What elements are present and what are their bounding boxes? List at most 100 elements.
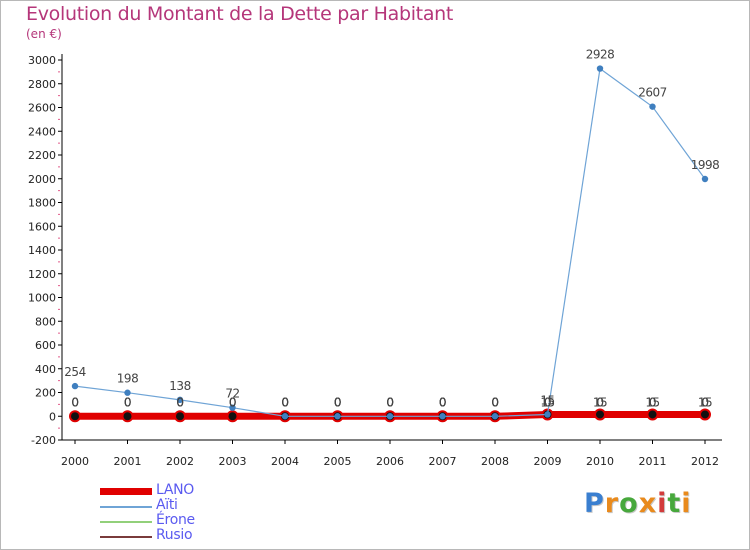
x-tick-label-6: 2006 (376, 455, 404, 468)
legend-label-erone: Érone (156, 512, 195, 528)
x-tick-label-12: 2012 (691, 455, 719, 468)
series-2-label-10: 0 (596, 395, 603, 409)
series-1-label-9: 15 (540, 393, 554, 407)
series-0-point-12 (699, 408, 711, 421)
logo-letter: r (604, 488, 620, 519)
logo-letter: x (638, 488, 658, 519)
series-1-point-0 (71, 382, 79, 390)
series-1-label-8: 0 (491, 395, 498, 409)
series-line-1 (74, 67, 706, 417)
series-1-label-3: 72 (225, 387, 239, 401)
y-tick-label-2: 200 (35, 387, 56, 400)
series-1-label-7: 0 (439, 395, 446, 409)
series-0-label-1: 0 (124, 395, 131, 409)
series-1-label-0: 254 (64, 365, 85, 379)
series-1-label-1: 198 (117, 372, 138, 386)
series-1-point-1 (124, 389, 131, 396)
y-tick-label-0: -200 (31, 434, 56, 447)
legend-label-rusio: Rusio (156, 527, 193, 543)
series-0-label-6: 0 (386, 395, 393, 409)
series-2-label-5: 0 (334, 395, 341, 409)
legend-item-erone: Érone (100, 512, 250, 529)
series-1-point-6 (386, 413, 394, 420)
series-2-label-4: 0 (281, 395, 288, 409)
series-1-label-12: 1998 (691, 158, 720, 172)
series-1-point-11 (649, 103, 656, 110)
series-1-point-3 (229, 404, 236, 411)
series-3-label-9: 0 (544, 395, 551, 409)
chart-title: Evolution du Montant de la Dette par Hab… (26, 3, 454, 25)
x-tick-label-5: 2005 (324, 455, 352, 468)
series-3-label-1: 0 (124, 395, 131, 409)
series-0-point-3 (226, 410, 239, 423)
series-1-point-10 (596, 65, 604, 72)
y-tick-label-5: 800 (35, 315, 56, 328)
y-tick-label-4: 600 (35, 339, 56, 352)
series-3-label-3: 0 (229, 395, 236, 409)
series-3-label-12: 0 (701, 395, 708, 409)
series-2-label-3: 0 (229, 395, 236, 409)
x-tick-label-2: 2002 (166, 455, 194, 468)
legend-item-aiti: Aïti (100, 497, 250, 514)
legend-label-lano: LANO (156, 482, 194, 498)
series-3-label-5: 0 (334, 395, 341, 409)
logo-letter: i (657, 488, 668, 519)
legend-swatch-erone (100, 521, 152, 523)
x-tick-label-9: 2009 (534, 455, 562, 468)
series-0-label-9: 15 (540, 395, 554, 409)
series-0-label-10: 15 (593, 395, 607, 409)
series-2-label-9: 0 (544, 395, 551, 409)
series-1-point-5 (334, 413, 341, 420)
series-1-point-9 (544, 411, 551, 418)
y-tick-label-16: 3000 (28, 54, 56, 67)
x-tick-label-0: 2000 (61, 455, 89, 468)
legend-item-rusio: Rusio (100, 527, 250, 544)
series-2-label-11: 0 (649, 395, 656, 409)
series-3-label-7: 0 (439, 395, 446, 409)
series-3-label-2: 0 (176, 395, 183, 409)
legend-swatch-rusio (100, 536, 152, 538)
chart-subtitle: (en €) (26, 27, 62, 41)
y-tick-label-6: 1000 (28, 292, 56, 305)
x-tick-label-8: 2008 (481, 455, 509, 468)
series-0-label-3: 0 (229, 395, 236, 409)
series-0-label-8: 0 (491, 395, 498, 409)
x-tick-label-7: 2007 (429, 455, 457, 468)
x-tick-label-10: 2010 (586, 455, 614, 468)
series-1-label-10: 2928 (586, 48, 615, 62)
x-tick-label-4: 2004 (271, 455, 299, 468)
series-3-label-8: 0 (491, 395, 498, 409)
legend-label-aiti: Aïti (156, 497, 178, 513)
y-tick-label-10: 1800 (28, 197, 56, 210)
series-1-point-7 (439, 413, 446, 420)
series-3-label-11: 0 (649, 395, 656, 409)
y-tick-label-9: 1600 (28, 220, 56, 233)
series-2-label-6: 0 (386, 395, 393, 409)
y-tick-label-1: 0 (49, 410, 56, 423)
series-1-point-8 (491, 413, 499, 420)
y-tick-label-11: 2000 (28, 173, 56, 186)
series-0-point-2 (174, 410, 186, 423)
series-3-label-10: 0 (596, 395, 603, 409)
series-0-label-11: 15 (645, 395, 659, 409)
series-1-point-12 (701, 175, 709, 183)
legend-item-lano: LANO (100, 482, 250, 499)
series-0-label-7: 0 (439, 395, 446, 409)
logo-letter: i (681, 488, 692, 519)
series-1-label-5: 0 (334, 395, 341, 409)
series-0-point-11 (646, 408, 659, 421)
series-0-label-5: 0 (334, 395, 341, 409)
series-0-label-4: 0 (281, 395, 288, 409)
series-2-label-8: 0 (491, 395, 498, 409)
y-tick-label-13: 2400 (28, 125, 56, 138)
series-2-label-0: 0 (71, 395, 78, 409)
series-0-point-1 (121, 410, 134, 423)
series-1-point-4 (281, 413, 289, 420)
y-tick-label-3: 400 (35, 363, 56, 376)
legend-swatch-lano (100, 488, 152, 495)
legend-swatch-aiti (100, 506, 152, 508)
proxiti-logo: Proxiti (584, 488, 692, 519)
x-tick-label-11: 2011 (639, 455, 667, 468)
